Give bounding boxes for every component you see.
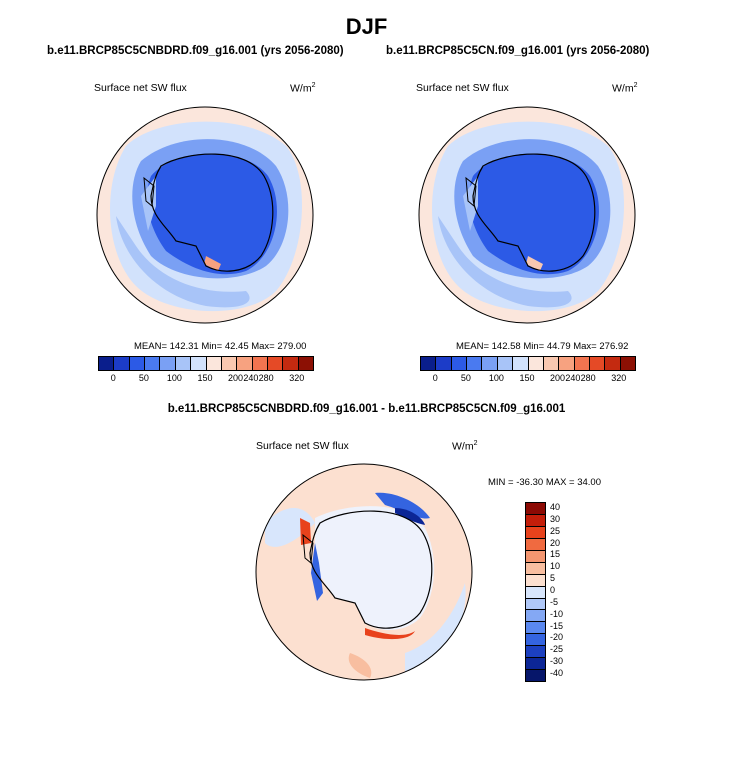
colorbar-swatch — [526, 586, 545, 599]
colorbar-tick-label: 100 — [166, 373, 182, 383]
colorbar-tick-label: 150 — [519, 373, 535, 383]
colorbar-swatch — [206, 357, 222, 370]
diff-panel-units: W/m2 — [452, 440, 478, 453]
colorbar-tick-label: 240 — [565, 373, 581, 383]
colorbar-swatch — [451, 357, 468, 370]
colorbar-swatch — [526, 646, 545, 659]
colorbar-swatch — [526, 598, 545, 611]
colorbar-tick-label: -25 — [550, 644, 564, 655]
colorbar-swatch — [526, 526, 545, 539]
colorbar-swatch — [526, 574, 545, 587]
colorbar-tick-label: 15 — [550, 549, 561, 560]
colorbar-swatch — [526, 610, 545, 623]
colorbar-swatch — [526, 622, 545, 635]
panel-2-polar-map — [418, 106, 636, 324]
colorbar-swatch — [145, 357, 161, 370]
colorbar-swatch — [497, 357, 514, 370]
panel-1-colorbar-ticks: 0 50 100 150 200 240 280 320 — [98, 373, 314, 385]
colorbar-swatch — [526, 514, 545, 527]
colorbar-swatch — [267, 357, 284, 370]
colorbar-tick-label: 100 — [488, 373, 504, 383]
colorbar-tick-label: -5 — [550, 596, 559, 607]
colorbar-swatch — [559, 357, 575, 370]
colorbar-tick-label: 10 — [550, 561, 561, 572]
panel-1-polar-map — [96, 106, 314, 324]
panel-1-variable-label: Surface net SW flux — [94, 82, 187, 94]
colorbar-tick-label: 40 — [550, 501, 561, 512]
colorbar-swatch — [283, 357, 299, 370]
colorbar-swatch — [543, 357, 560, 370]
panel-2-units: W/m2 — [612, 82, 638, 95]
colorbar-swatch — [436, 357, 452, 370]
colorbar-swatch — [526, 634, 545, 647]
diff-panel-title: b.e11.BRCP85C5CNBDRD.f09_g16.001 - b.e11… — [167, 403, 566, 415]
colorbar-swatch — [526, 670, 545, 682]
colorbar-swatch — [467, 357, 483, 370]
colorbar-swatch — [526, 503, 545, 515]
colorbar-swatch — [526, 550, 545, 563]
panel-2-title: b.e11.BRCP85C5CN.f09_g16.001 (yrs 2056-2… — [386, 45, 650, 57]
colorbar-tick-label: 200 — [228, 373, 244, 383]
colorbar-swatch — [160, 357, 176, 370]
colorbar-tick-label: 50 — [460, 373, 471, 383]
colorbar-swatch — [526, 538, 545, 551]
panel-2-colorbar — [420, 356, 636, 371]
colorbar-tick-label: 0 — [550, 585, 556, 595]
figure-title: DJF — [345, 14, 388, 39]
colorbar-swatch — [513, 357, 529, 370]
colorbar-swatch — [605, 357, 621, 370]
colorbar-swatch — [129, 357, 146, 370]
colorbar-tick-label: 0 — [432, 373, 438, 383]
colorbar-swatch — [526, 562, 545, 575]
colorbar-swatch — [482, 357, 498, 370]
colorbar-swatch — [526, 658, 545, 671]
colorbar-tick-label: 320 — [289, 373, 305, 383]
colorbar-tick-label: -30 — [550, 656, 564, 667]
colorbar-tick-label: -40 — [550, 668, 564, 679]
colorbar-tick-label: 0 — [110, 373, 116, 383]
panel-1-stats: MEAN= 142.31 Min= 42.45 Max= 279.00 — [134, 341, 307, 352]
colorbar-swatch — [528, 357, 544, 370]
colorbar-tick-label: 200 — [550, 373, 566, 383]
colorbar-swatch — [237, 357, 253, 370]
diff-panel-variable-label: Surface net SW flux — [256, 440, 349, 452]
colorbar-tick-label: 25 — [550, 525, 561, 536]
colorbar-swatch — [589, 357, 606, 370]
colorbar-swatch — [620, 357, 636, 370]
panel-2-stats: MEAN= 142.58 Min= 44.79 Max= 276.92 — [456, 341, 629, 352]
panel-2-colorbar-ticks: 0 50 100 150 200 240 280 320 — [420, 373, 636, 385]
colorbar-tick-label: 240 — [243, 373, 259, 383]
panel-1-units: W/m2 — [290, 82, 316, 95]
colorbar-tick-label: -20 — [550, 632, 564, 643]
colorbar-tick-label: 280 — [580, 373, 596, 383]
colorbar-tick-label: 30 — [550, 513, 561, 524]
colorbar-swatch — [99, 357, 115, 370]
colorbar-tick-label: -15 — [550, 620, 564, 631]
colorbar-tick-label: -10 — [550, 608, 564, 619]
colorbar-tick-label: 150 — [197, 373, 213, 383]
colorbar-swatch — [574, 357, 590, 370]
colorbar-tick-label: 5 — [550, 573, 556, 584]
panel-2-variable-label: Surface net SW flux — [416, 82, 509, 94]
panel-1-title: b.e11.BRCP85C5CNBDRD.f09_g16.001 (yrs 20… — [47, 45, 344, 57]
diff-colorbar-ticks: 40 30 25 20 15 10 5 0 -5 -10 -15 -20 -25 -30 -40 — [550, 502, 580, 682]
colorbar-tick-label: 320 — [611, 373, 627, 383]
colorbar-swatch — [191, 357, 207, 370]
diff-panel-stats: MIN = -36.30 MAX = 34.00 — [488, 477, 602, 488]
colorbar-tick-label: 20 — [550, 537, 561, 548]
colorbar-tick-label: 50 — [138, 373, 149, 383]
diff-polar-map — [255, 463, 473, 681]
colorbar-swatch — [114, 357, 130, 370]
colorbar-swatch — [421, 357, 437, 370]
colorbar-tick-label: 280 — [258, 373, 274, 383]
colorbar-swatch — [298, 357, 314, 370]
colorbar-swatch — [175, 357, 192, 370]
panel-1-colorbar — [98, 356, 314, 371]
diff-colorbar — [525, 502, 546, 682]
colorbar-swatch — [221, 357, 238, 370]
colorbar-swatch — [252, 357, 268, 370]
